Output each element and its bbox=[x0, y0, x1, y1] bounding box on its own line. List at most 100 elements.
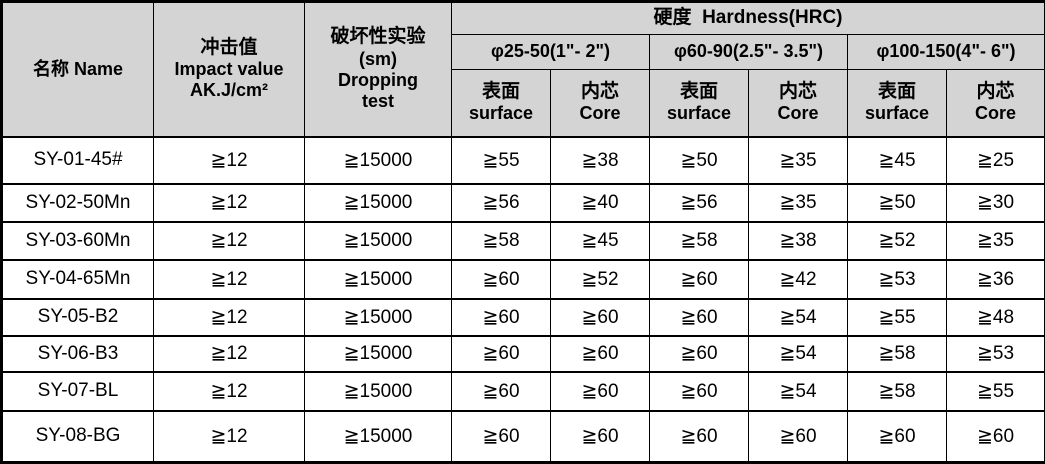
impact-value-zh-label: 冲击值 bbox=[154, 37, 304, 59]
dropping-cell: ≧15000 bbox=[305, 260, 452, 299]
core-zh-label: 内芯 bbox=[749, 81, 847, 103]
dropping-test-en-label-2: test bbox=[305, 91, 451, 112]
impact-cell: ≧12 bbox=[154, 222, 305, 260]
impact-cell: ≧12 bbox=[154, 299, 305, 336]
hardness-cell: ≧58 bbox=[848, 336, 947, 372]
table-row: SY-07-BL ≧12 ≧15000 ≧60 ≧60 ≧60 ≧54 ≧58 … bbox=[2, 372, 1045, 411]
subheader-surface-2: 表面 surface bbox=[650, 70, 749, 137]
hardness-cell: ≧60 bbox=[650, 411, 749, 463]
impact-cell: ≧12 bbox=[154, 336, 305, 372]
name-cell: SY-08-BG bbox=[2, 411, 154, 463]
hardness-cell: ≧54 bbox=[749, 299, 848, 336]
hardness-cell: ≧60 bbox=[650, 372, 749, 411]
impact-value-en-label: Impact value bbox=[154, 59, 304, 80]
table-row: SY-03-60Mn ≧12 ≧15000 ≧58 ≧45 ≧58 ≧38 ≧5… bbox=[2, 222, 1045, 260]
dropping-cell: ≧15000 bbox=[305, 336, 452, 372]
core-en-label: Core bbox=[947, 103, 1044, 124]
table-row: SY-08-BG ≧12 ≧15000 ≧60 ≧60 ≧60 ≧60 ≧60 … bbox=[2, 411, 1045, 463]
dropping-test-unit-label: (sm) bbox=[305, 49, 451, 70]
hardness-cell: ≧35 bbox=[749, 184, 848, 222]
table-row: SY-04-65Mn ≧12 ≧15000 ≧60 ≧52 ≧60 ≧42 ≧5… bbox=[2, 260, 1045, 299]
dropping-cell: ≧15000 bbox=[305, 184, 452, 222]
hardness-cell: ≧53 bbox=[848, 260, 947, 299]
hardness-cell: ≧60 bbox=[551, 372, 650, 411]
diameter-group-60-90-label: φ60-90(2.5"- 3.5") bbox=[674, 41, 823, 61]
hardness-cell: ≧60 bbox=[947, 411, 1045, 463]
subheader-surface-1: 表面 surface bbox=[452, 70, 551, 137]
dropping-cell: ≧15000 bbox=[305, 372, 452, 411]
column-header-name: 名称 Name bbox=[2, 2, 154, 137]
hardness-cell: ≧55 bbox=[452, 137, 551, 184]
hardness-cell: ≧48 bbox=[947, 299, 1045, 336]
column-header-dropping-test: 破坏性实验 (sm) Dropping test bbox=[305, 2, 452, 137]
hardness-cell: ≧50 bbox=[650, 137, 749, 184]
hardness-cell: ≧60 bbox=[452, 372, 551, 411]
surface-en-label: surface bbox=[452, 103, 550, 124]
diameter-group-25-50: φ25-50(1"- 2") bbox=[452, 35, 650, 70]
surface-en-label: surface bbox=[650, 103, 748, 124]
hardness-title: 硬度 Hardness(HRC) bbox=[654, 7, 843, 28]
dropping-test-en-label-1: Dropping bbox=[305, 70, 451, 91]
hardness-cell: ≧30 bbox=[947, 184, 1045, 222]
hardness-cell: ≧56 bbox=[452, 184, 551, 222]
subheader-surface-3: 表面 surface bbox=[848, 70, 947, 137]
hardness-cell: ≧60 bbox=[650, 260, 749, 299]
column-header-impact-value: 冲击值 Impact value AK.J/cm² bbox=[154, 2, 305, 137]
name-cell: SY-04-65Mn bbox=[2, 260, 154, 299]
impact-cell: ≧12 bbox=[154, 411, 305, 463]
hardness-cell: ≧60 bbox=[452, 260, 551, 299]
dropping-cell: ≧15000 bbox=[305, 137, 452, 184]
hardness-cell: ≧56 bbox=[650, 184, 749, 222]
dropping-cell: ≧15000 bbox=[305, 299, 452, 336]
table-row: SY-01-45# ≧12 ≧15000 ≧55 ≧38 ≧50 ≧35 ≧45… bbox=[2, 137, 1045, 184]
name-cell: SY-07-BL bbox=[2, 372, 154, 411]
surface-zh-label: 表面 bbox=[848, 81, 946, 103]
hardness-cell: ≧45 bbox=[551, 222, 650, 260]
hardness-cell: ≧52 bbox=[551, 260, 650, 299]
name-cell: SY-05-B2 bbox=[2, 299, 154, 336]
surface-zh-label: 表面 bbox=[452, 81, 550, 103]
dropping-test-zh-label: 破坏性实验 bbox=[305, 26, 451, 48]
surface-en-label: surface bbox=[848, 103, 946, 124]
hardness-cell: ≧60 bbox=[452, 299, 551, 336]
hardness-cell: ≧58 bbox=[452, 222, 551, 260]
hardness-cell: ≧58 bbox=[650, 222, 749, 260]
table-row: SY-05-B2 ≧12 ≧15000 ≧60 ≧60 ≧60 ≧54 ≧55 … bbox=[2, 299, 1045, 336]
hardness-cell: ≧60 bbox=[452, 411, 551, 463]
name-cell: SY-01-45# bbox=[2, 137, 154, 184]
hardness-cell: ≧54 bbox=[749, 336, 848, 372]
surface-zh-label: 表面 bbox=[650, 81, 748, 103]
subheader-core-1: 内芯 Core bbox=[551, 70, 650, 137]
dropping-cell: ≧15000 bbox=[305, 222, 452, 260]
impact-cell: ≧12 bbox=[154, 372, 305, 411]
hardness-cell: ≧60 bbox=[650, 336, 749, 372]
dropping-cell: ≧15000 bbox=[305, 411, 452, 463]
diameter-group-100-150-label: φ100-150(4"- 6") bbox=[877, 41, 1016, 61]
hardness-group-header: 硬度 Hardness(HRC) bbox=[452, 2, 1045, 35]
hardness-cell: ≧35 bbox=[947, 222, 1045, 260]
hardness-cell: ≧38 bbox=[749, 222, 848, 260]
hardness-cell: ≧50 bbox=[848, 184, 947, 222]
name-cell: SY-03-60Mn bbox=[2, 222, 154, 260]
impact-cell: ≧12 bbox=[154, 184, 305, 222]
hardness-cell: ≧58 bbox=[848, 372, 947, 411]
core-zh-label: 内芯 bbox=[947, 81, 1044, 103]
impact-cell: ≧12 bbox=[154, 137, 305, 184]
hardness-cell: ≧55 bbox=[947, 372, 1045, 411]
hardness-cell: ≧53 bbox=[947, 336, 1045, 372]
hardness-cell: ≧40 bbox=[551, 184, 650, 222]
core-en-label: Core bbox=[749, 103, 847, 124]
name-cell: SY-02-50Mn bbox=[2, 184, 154, 222]
hardness-cell: ≧60 bbox=[551, 336, 650, 372]
hardness-cell: ≧52 bbox=[848, 222, 947, 260]
hardness-cell: ≧35 bbox=[749, 137, 848, 184]
hardness-cell: ≧38 bbox=[551, 137, 650, 184]
hardness-cell: ≧45 bbox=[848, 137, 947, 184]
hardness-cell: ≧60 bbox=[650, 299, 749, 336]
hardness-cell: ≧60 bbox=[551, 411, 650, 463]
table-row: SY-06-B3 ≧12 ≧15000 ≧60 ≧60 ≧60 ≧54 ≧58 … bbox=[2, 336, 1045, 372]
subheader-core-3: 内芯 Core bbox=[947, 70, 1045, 137]
hardness-cell: ≧60 bbox=[848, 411, 947, 463]
hardness-cell: ≧60 bbox=[749, 411, 848, 463]
